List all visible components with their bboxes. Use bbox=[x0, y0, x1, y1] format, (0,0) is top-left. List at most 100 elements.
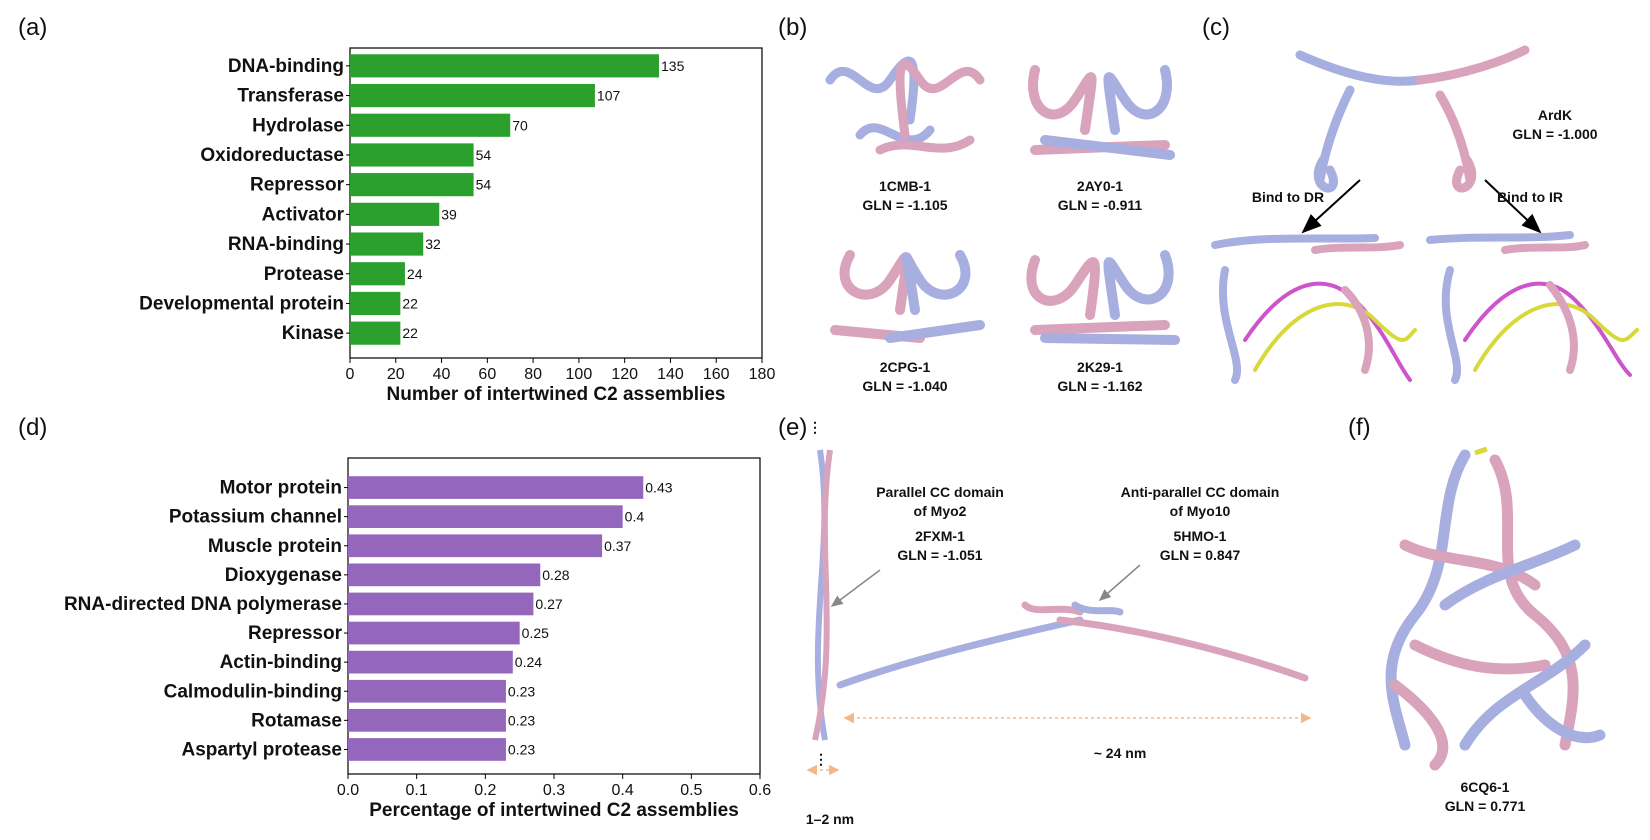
value-label: 0.23 bbox=[508, 712, 535, 728]
x-tick-label: 80 bbox=[524, 366, 542, 383]
coiled-coil-diagram bbox=[806, 449, 1312, 776]
bar bbox=[350, 143, 474, 167]
x-tick-label: 120 bbox=[611, 366, 638, 383]
value-label: 107 bbox=[597, 88, 621, 104]
bar bbox=[348, 650, 513, 674]
panel-label-a: (a) bbox=[18, 14, 48, 41]
category-label: Actin-binding bbox=[220, 652, 342, 673]
x-tick-label: 0.4 bbox=[612, 782, 634, 799]
structure-2ay0 bbox=[1028, 65, 1175, 160]
category-label: Aspartyl protease bbox=[181, 739, 342, 760]
value-label: 0.37 bbox=[604, 538, 631, 554]
domain-title: Anti-parallel CC domain bbox=[1120, 484, 1280, 500]
category-label: RNA-directed DNA polymerase bbox=[64, 594, 342, 615]
value-label: 0.24 bbox=[515, 654, 542, 670]
domain-title: Parallel CC domain bbox=[876, 484, 1004, 500]
bar bbox=[350, 262, 405, 286]
antiparallel-coiled-coil bbox=[836, 601, 1309, 689]
x-tick-label: 100 bbox=[566, 366, 593, 383]
value-label: 135 bbox=[661, 58, 685, 74]
bar bbox=[350, 321, 401, 345]
x-tick-label: 160 bbox=[703, 366, 730, 383]
gln-value: GLN = 0.771 bbox=[1444, 798, 1526, 814]
complex-dr bbox=[1211, 234, 1417, 384]
x-tick-label: 0.6 bbox=[749, 782, 771, 799]
chain-pink bbox=[875, 59, 985, 155]
x-tick-label: 0.3 bbox=[543, 782, 565, 799]
x-tick-label: 60 bbox=[478, 366, 496, 383]
value-label: 39 bbox=[441, 206, 457, 222]
structure-id: 1CMB-1 bbox=[878, 178, 932, 194]
value-label: 22 bbox=[402, 295, 418, 311]
bar-chart-protein-functions-percentage: Motor protein 0.43 Potassium channel 0.4 Mus… bbox=[64, 457, 771, 821]
gln-value: GLN = -1.162 bbox=[1057, 378, 1143, 394]
label-1cmb: 1CMB-1 GLN = -1.105 bbox=[845, 177, 965, 215]
panel-label-e: (e) bbox=[778, 414, 808, 441]
category-label: Calmodulin-binding bbox=[164, 681, 342, 702]
structure-id: 2CPG-1 bbox=[879, 359, 931, 375]
category-label: Oxidoreductase bbox=[200, 145, 344, 166]
label-2cpg: 2CPG-1 GLN = -1.040 bbox=[845, 358, 965, 396]
gln-value: GLN = -0.911 bbox=[1057, 197, 1143, 213]
category-label: Repressor bbox=[250, 175, 345, 196]
pointer-5hmo bbox=[1098, 564, 1141, 601]
width-label: 1–2 nm bbox=[805, 811, 855, 827]
structure-2cpg bbox=[830, 250, 985, 343]
pointer-2fxm bbox=[830, 569, 881, 607]
arrow-label-ir: Bind to IR bbox=[1496, 189, 1564, 205]
panel-label-b: (b) bbox=[778, 14, 808, 41]
ardk-label: ArdK GLN = -1.000 bbox=[1500, 106, 1610, 144]
gln-value: GLN = -1.000 bbox=[1512, 126, 1598, 142]
category-label: Dioxygenase bbox=[225, 565, 342, 586]
parallel-coiled-coil bbox=[812, 449, 833, 741]
bar bbox=[350, 54, 659, 78]
label-5hmo: Anti-parallel CC domain of Myo10 5HMO-1 … bbox=[1100, 483, 1300, 565]
category-label: Repressor bbox=[248, 623, 343, 644]
bar bbox=[350, 232, 424, 256]
category-label: Kinase bbox=[282, 323, 344, 344]
category-label: Potassium channel bbox=[169, 507, 342, 528]
gln-value: GLN = -1.105 bbox=[862, 197, 948, 213]
bar-chart-protein-functions-count: DNA-binding 135 Transferase 107 Hydrolase 70 O… bbox=[139, 47, 775, 400]
x-tick-label: 40 bbox=[433, 366, 451, 383]
arrow-label-dr: Bind to DR bbox=[1251, 189, 1325, 205]
bar bbox=[348, 592, 534, 616]
category-label: Hydrolase bbox=[252, 115, 344, 136]
bar bbox=[350, 83, 595, 108]
category-label: Rotamase bbox=[251, 710, 342, 731]
category-label: RNA-binding bbox=[228, 234, 344, 255]
structure-id: 6CQ6-1 bbox=[1460, 779, 1510, 795]
value-label: 0.23 bbox=[508, 741, 535, 757]
bar bbox=[348, 709, 506, 732]
value-label: 0.43 bbox=[645, 480, 672, 496]
domain-title-line2: of Myo10 bbox=[1169, 503, 1231, 519]
bar bbox=[348, 679, 506, 703]
category-label: Transferase bbox=[237, 86, 344, 107]
value-label: 54 bbox=[476, 147, 492, 163]
structure-id: 2K29-1 bbox=[1077, 359, 1123, 375]
value-label: 70 bbox=[512, 117, 528, 133]
panel-label-f: (f) bbox=[1348, 414, 1371, 441]
arrow-bind-dr bbox=[1301, 179, 1361, 234]
label-6cq6: 6CQ6-1 GLN = 0.771 bbox=[1420, 778, 1550, 816]
x-axis-label: Number of intertwined C2 assemblies bbox=[387, 384, 726, 400]
value-label: 24 bbox=[407, 266, 423, 282]
category-label: DNA-binding bbox=[228, 56, 344, 77]
bar bbox=[348, 563, 541, 587]
gln-value: GLN = 0.847 bbox=[1159, 547, 1241, 563]
x-tick-label: 0.0 bbox=[337, 782, 359, 799]
gln-value: GLN = -1.051 bbox=[897, 547, 983, 563]
value-label: 22 bbox=[402, 325, 418, 341]
x-tick-label: 0.1 bbox=[406, 782, 428, 799]
value-label: 0.23 bbox=[508, 683, 535, 699]
panel-label-d: (d) bbox=[18, 414, 48, 441]
label-2fxm: Parallel CC domain of Myo2 2FXM-1 GLN = … bbox=[860, 483, 1020, 565]
gln-value: GLN = -1.040 bbox=[862, 378, 948, 394]
value-label: 0.28 bbox=[542, 567, 569, 583]
x-tick-label: 140 bbox=[657, 366, 684, 383]
bar bbox=[350, 173, 474, 197]
structure-1cmb bbox=[825, 56, 985, 155]
protein-name: ArdK bbox=[1537, 107, 1573, 123]
domain-title-line2: of Myo2 bbox=[913, 503, 967, 519]
panel-label-c: (c) bbox=[1202, 14, 1230, 41]
